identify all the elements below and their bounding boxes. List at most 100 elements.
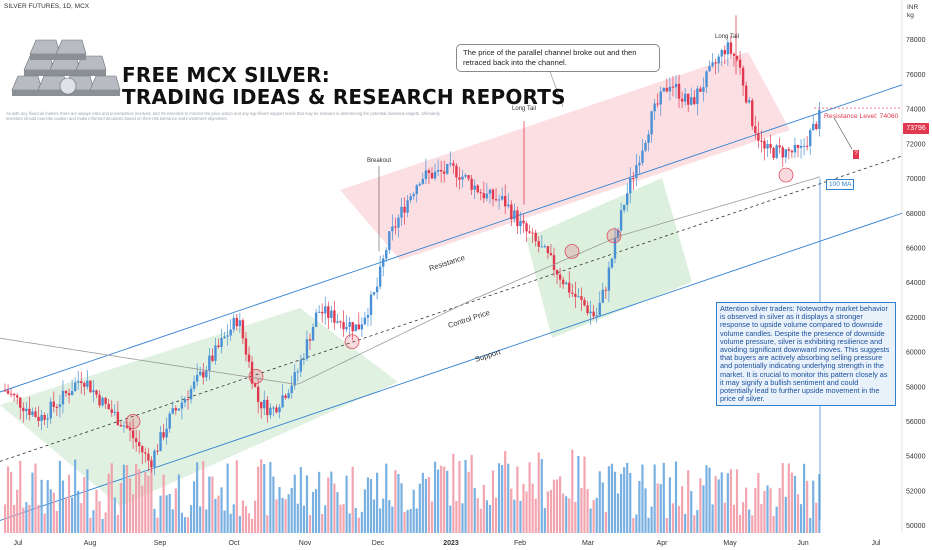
candle-body [269,407,272,416]
volume-bar [494,497,498,533]
volume-bar [735,469,739,533]
volume-bar [125,465,129,533]
volume-bar [278,487,281,533]
volume-bar [43,513,46,533]
candle-body [34,411,37,417]
candle-body [202,371,205,378]
volume-bar [601,482,604,533]
y-tick-label: 68000 [906,211,926,218]
volume-bar [318,471,321,533]
volume-bar [275,499,278,533]
x-tick-label: Jul [14,540,23,547]
candle-body [751,100,754,127]
volume-bar [763,490,766,533]
y-tick-label: 66000 [906,245,926,252]
volume-bar [49,489,52,533]
volume-bar [543,508,546,533]
volume-bar [607,466,610,533]
candle-body [443,171,446,174]
candle-body [690,97,693,105]
volume-bar [31,472,34,533]
candle-body [629,178,632,194]
candle-body [531,232,534,234]
volume-bar [360,511,363,533]
silver-bar-side [12,90,42,96]
volume-bar [34,463,37,533]
candle-body [607,267,611,291]
candle-body [128,427,132,431]
volume-bar [284,499,287,533]
volume-bar [327,477,330,533]
candle-body [558,274,562,280]
candle-body [64,390,68,394]
volume-bar [104,512,107,533]
volume-bar [610,463,614,533]
volume-bar [321,513,324,533]
candle-body [3,390,7,392]
y-tick-label: 54000 [906,454,926,461]
volume-bar [528,462,531,533]
candle-body [525,223,528,232]
volume-bar [668,477,671,533]
volume-bar [525,491,528,533]
info-box-volume-analysis: Attention silver traders: Noteworthy mar… [716,302,896,407]
candle-body [760,140,763,142]
volume-bar [693,515,696,533]
volume-bar [781,463,784,533]
banner-title-line1: FREE MCX SILVER: [122,63,330,87]
candle-body [138,442,141,447]
volume-bar [10,472,13,533]
silver-bar-side [64,90,94,96]
candle-body [772,147,775,158]
volume-bar [803,463,806,533]
volume-bar [635,514,638,533]
candle-body [360,324,364,330]
silver-bar-logo [11,75,43,91]
candle-body [110,409,113,413]
volume-bar [162,474,165,533]
candle-body [802,145,806,147]
volume-bar [281,497,284,533]
volume-bar [315,489,318,533]
candle-body [229,329,232,336]
volume-bar [287,494,290,533]
volume-bar [397,473,400,533]
volume-bar [293,474,296,533]
candle-body [28,408,31,416]
volume-bar [787,463,790,533]
candle-body [330,310,333,319]
candle-body [815,123,818,130]
volume-bar [330,471,333,533]
candle-body [412,193,415,197]
volume-bar [772,515,775,533]
candle-body [510,204,513,220]
volume-bar [568,498,571,533]
candle-body [281,395,284,408]
candle-body [732,53,736,56]
volume-bar [128,478,132,533]
candle-body [278,407,281,413]
volume-bar [479,508,482,533]
candle-body [189,388,193,400]
volume-bar [681,486,684,533]
candle-body [497,199,501,201]
candle-body [378,266,382,287]
x-tick-label: Mar [582,540,595,547]
volume-bar [455,500,458,533]
volume-bar [19,460,22,533]
y-tick-label: 56000 [906,419,926,426]
candle-body [235,317,238,327]
volume-bar [769,488,772,533]
volume-bar [461,503,464,533]
candle-body [809,130,812,147]
green-zone-left [0,308,398,506]
volume-bar [165,495,168,533]
volume-bar [348,513,351,533]
candle-body [638,162,641,166]
question-marker: ? [853,150,859,159]
volume-bar [674,461,678,533]
volume-bar [745,487,748,533]
last-price-tag: 73796 [903,123,929,134]
candle-body [406,200,409,213]
